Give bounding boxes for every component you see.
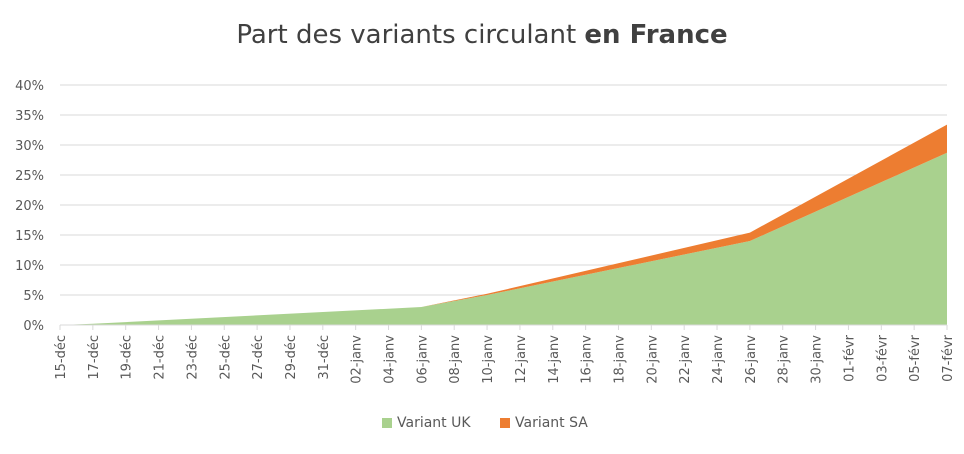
x-tick-label: 22-janv — [678, 335, 693, 384]
x-tick-label: 21-déc — [153, 335, 168, 380]
x-tick-label: 26-janv — [744, 335, 759, 384]
x-tick-label: 27-déc — [251, 335, 266, 380]
y-tick-label: 20% — [15, 199, 44, 214]
x-tick-label: 14-janv — [547, 335, 562, 384]
series-areas — [60, 124, 947, 325]
y-axis-ticks: 0% 5% 10% 15% 20% 25% 30% 35% 40% — [15, 79, 44, 334]
y-tick-label: 15% — [15, 229, 44, 244]
y-tick-label: 10% — [15, 259, 44, 274]
legend-swatch — [382, 418, 392, 428]
legend-label: Variant SA — [515, 415, 588, 431]
chart-title-regular: Part des variants circulant — [236, 20, 585, 50]
chart-title: Part des variants circulant en France — [0, 20, 964, 50]
y-tick-label: 5% — [23, 289, 44, 304]
x-tick-label: 28-janv — [777, 335, 792, 384]
x-tick-label: 20-janv — [645, 335, 660, 384]
x-tick-label: 18-janv — [612, 335, 627, 384]
x-tick-label: 04-janv — [383, 335, 398, 384]
x-tick-label: 19-déc — [120, 335, 135, 380]
x-tick-label: 10-janv — [481, 335, 496, 384]
legend-label: Variant UK — [397, 415, 471, 431]
area-variant-uk — [60, 152, 947, 325]
x-tick-label: 30-janv — [810, 335, 825, 384]
x-tick-label: 12-janv — [514, 335, 529, 384]
x-tick-label: 16-janv — [580, 335, 595, 384]
chart-title-bold: en France — [584, 20, 728, 50]
x-tick-label: 25-déc — [218, 335, 233, 380]
x-tick-label: 29-déc — [284, 335, 299, 380]
x-axis-ticks: 15-déc 17-déc 19-déc 21-déc 23-déc 25-déc 27-d… — [54, 325, 956, 384]
x-tick-label: 31-déc — [317, 335, 332, 380]
x-tick-label: 24-janv — [711, 335, 726, 384]
x-tick-label: 08-janv — [448, 335, 463, 384]
y-tick-label: 35% — [15, 109, 44, 124]
area-variant-sa — [60, 124, 947, 325]
x-tick-label: 15-déc — [54, 335, 69, 380]
y-tick-label: 0% — [23, 319, 44, 334]
y-tick-label: 40% — [15, 79, 44, 94]
gridlines — [60, 84, 947, 296]
x-tick-label: 07-févr — [941, 334, 956, 382]
y-tick-label: 30% — [15, 139, 44, 154]
x-tick-label: 23-déc — [185, 335, 200, 380]
x-tick-label: 02-janv — [350, 335, 365, 384]
x-tick-label: 06-janv — [415, 335, 430, 384]
legend-swatch — [500, 418, 510, 428]
x-tick-label: 03-févr — [875, 334, 890, 382]
x-tick-label: 17-déc — [87, 335, 102, 380]
y-tick-label: 25% — [15, 169, 44, 184]
x-tick-label: 01-févr — [842, 334, 857, 382]
legend: Variant UK Variant SA — [382, 415, 588, 431]
x-tick-label: 05-févr — [908, 334, 923, 382]
